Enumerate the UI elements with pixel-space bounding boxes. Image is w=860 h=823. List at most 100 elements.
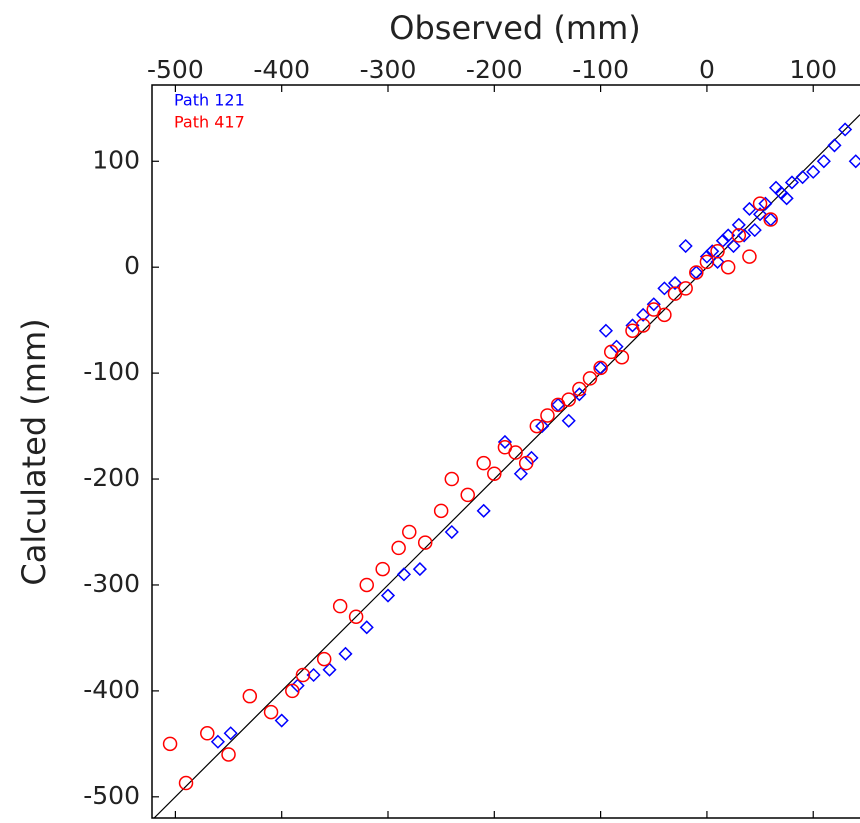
point	[742, 201, 757, 216]
one-to-one-line	[153, 114, 860, 818]
point	[731, 228, 747, 243]
point	[667, 276, 683, 291]
point	[827, 138, 842, 153]
point	[635, 318, 651, 333]
point	[535, 419, 550, 434]
point	[710, 244, 725, 259]
point	[742, 249, 757, 264]
point	[417, 535, 433, 550]
plot-frame	[151, 84, 860, 819]
point	[497, 434, 512, 450]
point	[838, 122, 853, 137]
point	[412, 562, 427, 577]
point	[561, 413, 576, 428]
point	[162, 736, 178, 752]
point	[487, 466, 502, 481]
point	[678, 238, 693, 254]
point	[316, 651, 332, 667]
point	[737, 228, 752, 243]
point	[513, 466, 528, 481]
point	[572, 381, 587, 397]
point	[322, 662, 337, 677]
point	[221, 747, 236, 762]
point	[540, 408, 555, 423]
point	[726, 238, 741, 254]
point	[582, 371, 598, 386]
point	[614, 349, 630, 365]
point	[295, 667, 311, 683]
point	[572, 387, 587, 402]
point	[657, 307, 672, 323]
plot-area	[153, 114, 860, 818]
y-tick-label: -100	[83, 357, 140, 386]
x-tick-label: -300	[360, 55, 417, 84]
x-tick-label: 100	[789, 55, 837, 84]
point	[359, 577, 374, 593]
point	[524, 450, 539, 465]
point	[678, 281, 693, 296]
x-tick-label: -500	[147, 55, 204, 84]
x-axis-title: Observed (mm)	[389, 9, 640, 47]
y-tick-label: -300	[83, 569, 140, 598]
point	[752, 196, 768, 211]
point	[806, 164, 821, 179]
point	[508, 445, 523, 460]
y-tick-label: -200	[83, 463, 140, 492]
point	[753, 207, 768, 222]
point	[689, 265, 704, 280]
x-tick-label: -100	[572, 55, 629, 84]
point	[529, 418, 545, 434]
point	[657, 281, 672, 296]
x-tick-label: 0	[699, 55, 715, 84]
y-axis-title: Calculated (mm)	[15, 318, 53, 585]
legend-label: Path 121	[174, 91, 245, 110]
point	[285, 683, 300, 699]
point	[348, 609, 364, 624]
point	[598, 323, 613, 338]
point	[332, 598, 348, 614]
point	[779, 191, 794, 206]
point	[763, 212, 778, 227]
point	[396, 567, 412, 582]
x-tick-label: -400	[253, 55, 310, 84]
point	[460, 487, 475, 503]
point	[636, 307, 651, 322]
point	[178, 775, 194, 791]
point	[444, 471, 460, 487]
y-tick-label: 0	[124, 251, 140, 280]
point	[720, 259, 736, 275]
point	[223, 726, 238, 741]
point	[731, 217, 746, 232]
point	[816, 154, 831, 169]
y-tick-label: -500	[83, 781, 140, 810]
y-tick-label: -400	[83, 675, 140, 704]
point	[359, 620, 374, 635]
point	[200, 726, 215, 741]
y-tick-label: 100	[92, 145, 140, 174]
point	[646, 297, 661, 312]
point	[263, 704, 279, 720]
point	[242, 688, 258, 704]
point	[747, 223, 762, 238]
point	[758, 196, 773, 211]
x-tick-label: -200	[466, 55, 523, 84]
point	[338, 646, 353, 661]
point	[433, 503, 449, 519]
legend-label: Path 417	[174, 113, 245, 132]
point	[210, 734, 225, 749]
point	[380, 588, 396, 603]
point	[561, 392, 576, 407]
point	[518, 455, 534, 471]
point	[699, 254, 715, 270]
point	[391, 540, 406, 556]
point	[784, 175, 800, 190]
point	[848, 154, 860, 169]
point	[402, 524, 417, 540]
point	[444, 524, 459, 540]
point	[290, 678, 305, 693]
point	[476, 455, 491, 471]
point	[593, 360, 608, 376]
point	[274, 713, 289, 728]
point	[375, 561, 390, 577]
